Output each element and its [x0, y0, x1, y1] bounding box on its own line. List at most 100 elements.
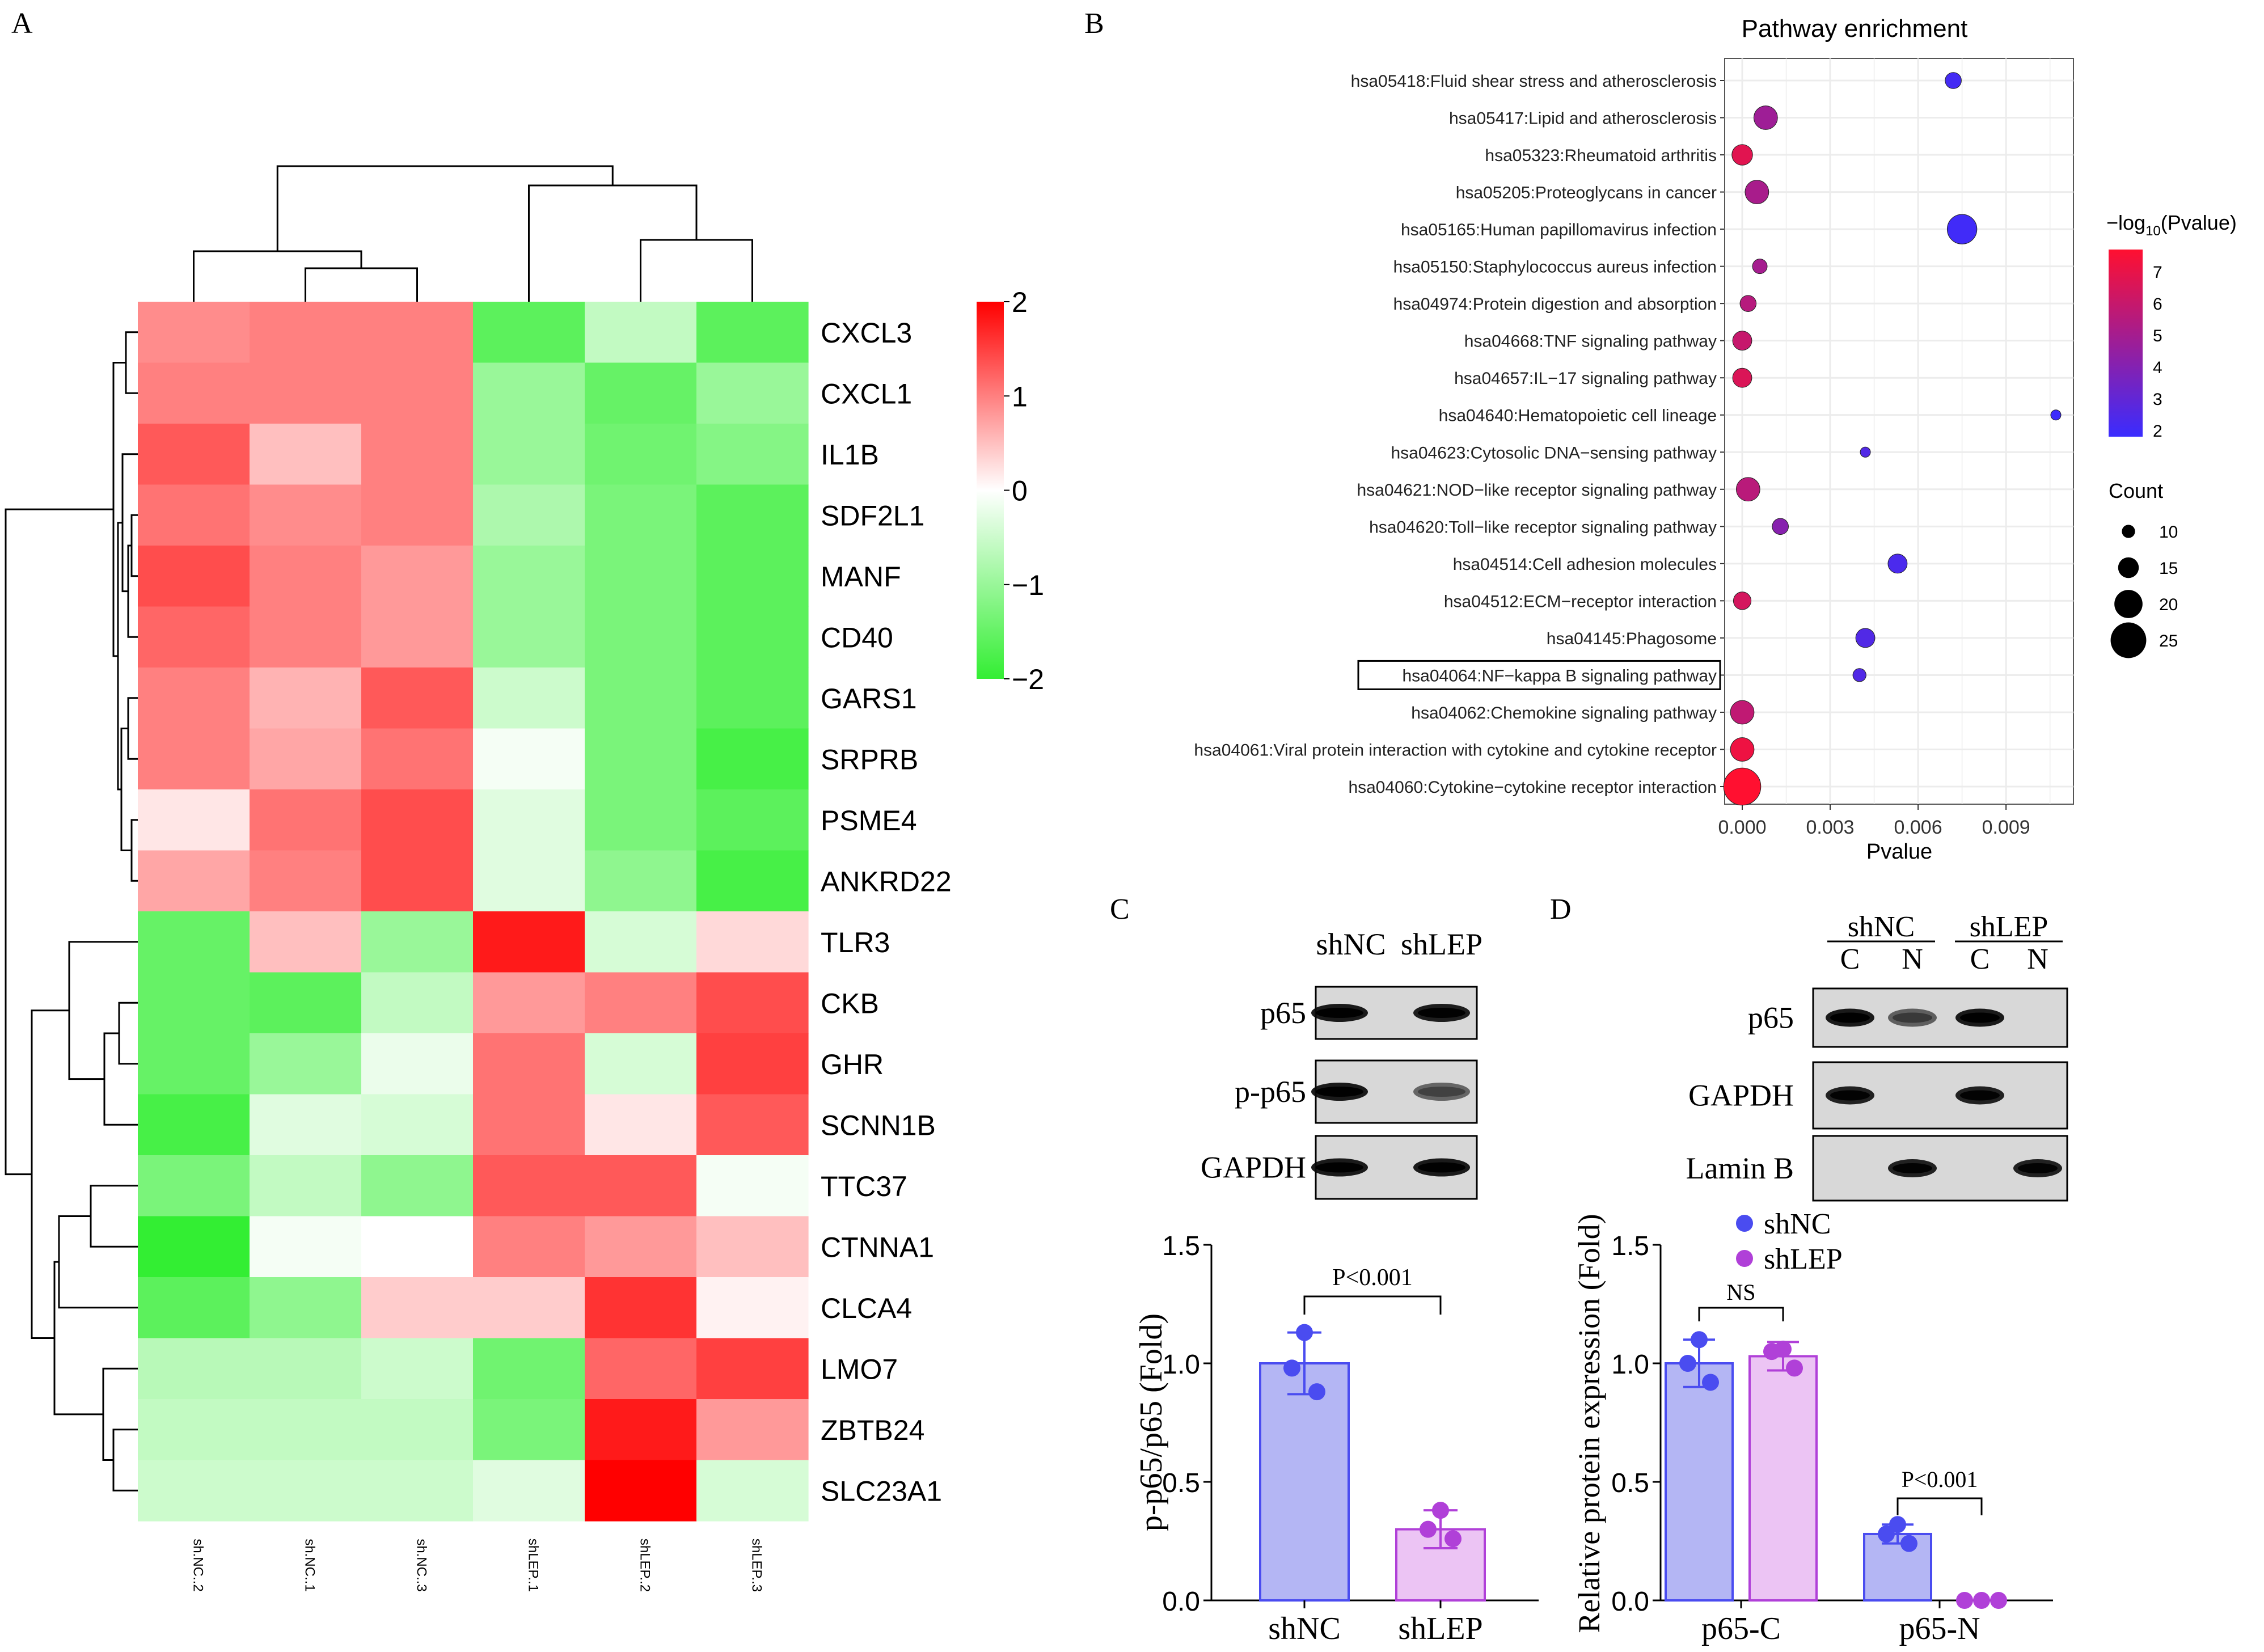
blot-row-label: GAPDH	[1201, 1151, 1306, 1185]
heatmap-cell	[250, 1155, 362, 1217]
legend-label: shNC	[1764, 1208, 1831, 1240]
y-tick-label: 0.5	[1611, 1468, 1649, 1498]
pathway-label: hsa04657:IL−17 signaling pathway	[1454, 369, 1717, 388]
sample-label: shLEP..1	[526, 1539, 541, 1592]
row-dendrogram-branch	[103, 1032, 138, 1126]
heatmap-cell	[585, 1277, 697, 1339]
heatmap-cell	[361, 911, 474, 973]
heatmap-cell	[361, 362, 474, 424]
y-tick-label: 0.0	[1162, 1587, 1200, 1617]
heatmap-cell	[138, 728, 250, 790]
heatmap-cell	[138, 1216, 250, 1278]
data-point	[1878, 1525, 1895, 1543]
significance-bracket	[1303, 1295, 1442, 1315]
heatmap-cell	[585, 972, 697, 1034]
pathway-dot	[1946, 214, 1978, 244]
heatmap-cell	[473, 1399, 585, 1461]
x-tick-label: 0.009	[1982, 817, 2030, 838]
heatmap-cell	[361, 484, 474, 546]
pathway-label: hsa05417:Lipid and atherosclerosis	[1449, 109, 1717, 128]
pathway-label: hsa04145:Phagosome	[1547, 629, 1717, 648]
size-legend-dot	[2118, 557, 2139, 578]
blot-band	[2018, 1163, 2058, 1173]
pathway-label: hsa04974:Protein digestion and absorptio…	[1393, 295, 1717, 314]
pathway-dot	[1772, 518, 1789, 535]
heatmap-cell	[585, 302, 697, 364]
heatmap-cell	[473, 972, 585, 1034]
pathway-label: hsa04061:Viral protein interaction with …	[1194, 741, 1717, 759]
heatmap-cell	[361, 302, 474, 364]
heatmap-cell	[138, 1033, 250, 1095]
heatmap-cell	[250, 606, 362, 668]
heatmap-cell	[585, 1155, 697, 1217]
pathway-label: hsa05205:Proteoglycans in cancer	[1456, 184, 1717, 202]
heatmap-cell	[138, 1155, 250, 1217]
row-dendrogram-branch	[118, 1002, 138, 1065]
x-tick-label: shNC	[1268, 1611, 1341, 1646]
heatmap-cell	[250, 972, 362, 1034]
heatmap-cell	[473, 1460, 585, 1522]
pathway-dot	[1730, 737, 1755, 762]
blot-band	[1830, 1090, 1870, 1101]
bar	[1748, 1355, 1818, 1602]
heatmap-cell	[585, 850, 697, 912]
color-scale-tick-label: 2	[1012, 286, 1028, 318]
bar	[1259, 1362, 1350, 1602]
x-axis-label: Pvalue	[1866, 840, 1932, 864]
heatmap-cell	[585, 1094, 697, 1156]
data-point	[1900, 1535, 1917, 1552]
heatmap-cell	[585, 728, 697, 790]
blot-subgroup-label: C	[1840, 943, 1860, 975]
heatmap-cell	[473, 728, 585, 790]
pathway-label: hsa05323:Rheumatoid arthritis	[1485, 146, 1717, 165]
heatmap-cell	[473, 850, 585, 912]
heatmap-cell	[361, 606, 474, 668]
significance-label: NS	[1726, 1279, 1755, 1305]
heatmap-cell	[585, 606, 697, 668]
blot-band	[1418, 1162, 1465, 1173]
pathway-label: hsa04514:Cell adhesion molecules	[1453, 555, 1717, 574]
pathway-dot	[1732, 367, 1752, 388]
heatmap-cell	[250, 424, 362, 485]
heatmap-cell	[250, 484, 362, 546]
gene-label: CXCL1	[821, 378, 912, 409]
heatmap-cell	[138, 850, 250, 912]
panel-label-d: D	[1550, 893, 1572, 926]
heatmap-cell	[585, 789, 697, 851]
heatmap-cell	[138, 302, 250, 364]
pathway-dot	[1739, 295, 1757, 312]
legend-label: shLEP	[1764, 1243, 1843, 1275]
heatmap-cell	[473, 424, 585, 485]
gene-label: MANF	[821, 561, 901, 593]
sample-label: sh.NC..3	[414, 1539, 429, 1591]
gene-label: LMO7	[821, 1353, 898, 1385]
row-dendrogram-branch	[120, 728, 132, 851]
sample-label: sh.NC..2	[191, 1539, 206, 1591]
gene-label: TLR3	[821, 927, 890, 958]
heatmap-cell	[473, 484, 585, 546]
pathway-label: hsa04060:Cytokine−cytokine receptor inte…	[1348, 778, 1717, 797]
heatmap-cell	[585, 1338, 697, 1400]
heatmap-cell	[250, 302, 362, 364]
heatmap-cell	[138, 1277, 250, 1339]
color-legend-tick-label: 4	[2153, 358, 2162, 377]
significance-label: P<0.001	[1332, 1265, 1413, 1291]
color-scale-tick-label: −2	[1012, 664, 1044, 695]
heatmap-cell	[250, 546, 362, 607]
column-dendrogram-branch	[305, 267, 418, 302]
pathway-dot	[1723, 767, 1762, 806]
heatmap-color-scale	[977, 302, 1004, 679]
heatmap-cell	[361, 1277, 474, 1339]
heatmap-cell	[696, 484, 809, 546]
heatmap-cell	[361, 972, 474, 1034]
blot-subgroup-label: N	[1902, 943, 1923, 975]
sample-label: sh.NC..1	[302, 1539, 318, 1591]
size-legend-label: 15	[2159, 559, 2178, 578]
blot-subgroup-label: N	[2027, 943, 2048, 975]
heatmap-cell	[250, 1399, 362, 1461]
x-tick-label: 0.006	[1894, 817, 1942, 838]
blot-band	[1960, 1012, 2000, 1023]
color-legend-title-end: (Pvalue)	[2161, 211, 2237, 234]
x-tick-label: 0.003	[1806, 817, 1855, 838]
significance-bracket	[1698, 1307, 1784, 1321]
